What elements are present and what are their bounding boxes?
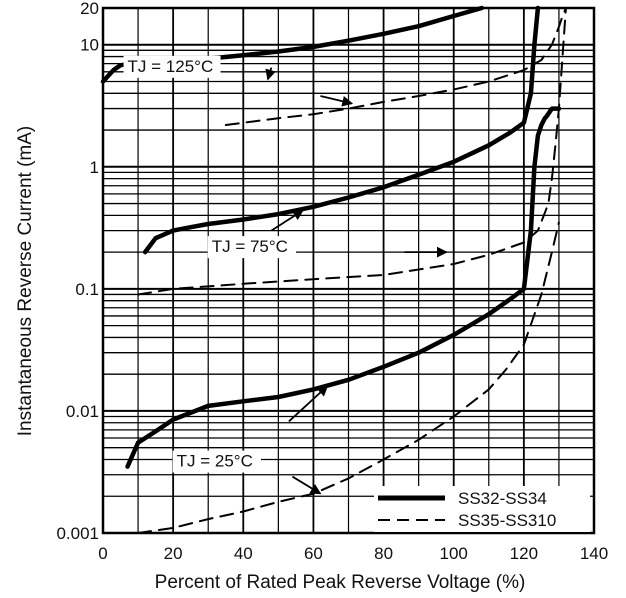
legend-box	[374, 486, 590, 532]
x-axis-title: Percent of Rated Peak Reverse Voltage (%…	[155, 572, 526, 593]
series-line-ss35-ss310-125c	[224, 7, 567, 126]
tick-labels: 0.001 0.01 0.1 1 10 20 0 20 40 60 80 100 120 140	[56, 0, 608, 563]
series-line-ss35-ss310-75c	[137, 7, 567, 296]
x-tick-label: 80	[374, 544, 393, 563]
legend-label: SS32-SS34	[458, 489, 547, 508]
x-tick-label: 40	[234, 544, 253, 563]
y-tick-label: 0.01	[66, 402, 99, 421]
x-tick-label: 60	[304, 544, 323, 563]
series-line-ss32-ss34-125c	[100, 5, 485, 84]
x-tick-label: 0	[98, 544, 107, 563]
annotation-arrow	[270, 209, 304, 232]
annotation-arrow	[320, 95, 354, 107]
x-tick-label: 140	[580, 544, 608, 563]
legend: SS32-SS34 SS35-SS310	[374, 486, 590, 532]
y-tick-label: 0.1	[75, 280, 99, 299]
x-tick-label: 20	[164, 544, 183, 563]
annotation-label: TJ = 25°C	[177, 452, 253, 471]
annotations: TJ = 125°C TJ = 75°C TJ = 25°C	[123, 55, 448, 495]
y-tick-label: 20	[80, 0, 99, 18]
x-tick-label: 100	[440, 544, 468, 563]
annotation-bg	[172, 450, 261, 473]
x-tick-label: 120	[510, 544, 538, 563]
annotation-arrow	[288, 385, 329, 423]
y-tick-label: 10	[80, 36, 99, 55]
series-line-ss32-ss34-25c	[125, 106, 562, 469]
annotation-bg	[207, 236, 297, 259]
annotation-arrow	[265, 67, 276, 81]
y-tick-label: 1	[90, 158, 99, 177]
series-group	[100, 5, 567, 534]
plot-frame	[101, 6, 596, 535]
series-line-ss35-ss310-25c	[137, 221, 560, 534]
y-axis-title: Instantaneous Reverse Current (mA)	[15, 126, 36, 436]
annotation-label: TJ = 125°C	[128, 57, 214, 76]
y-tick-label: 0.001	[56, 524, 99, 543]
annotation-label: TJ = 75°C	[212, 237, 288, 256]
legend-label: SS35-SS310	[458, 511, 556, 530]
annotation-arrow	[291, 475, 322, 495]
annotation-bg	[123, 55, 221, 78]
series-line-ss32-ss34-75c	[142, 5, 541, 255]
